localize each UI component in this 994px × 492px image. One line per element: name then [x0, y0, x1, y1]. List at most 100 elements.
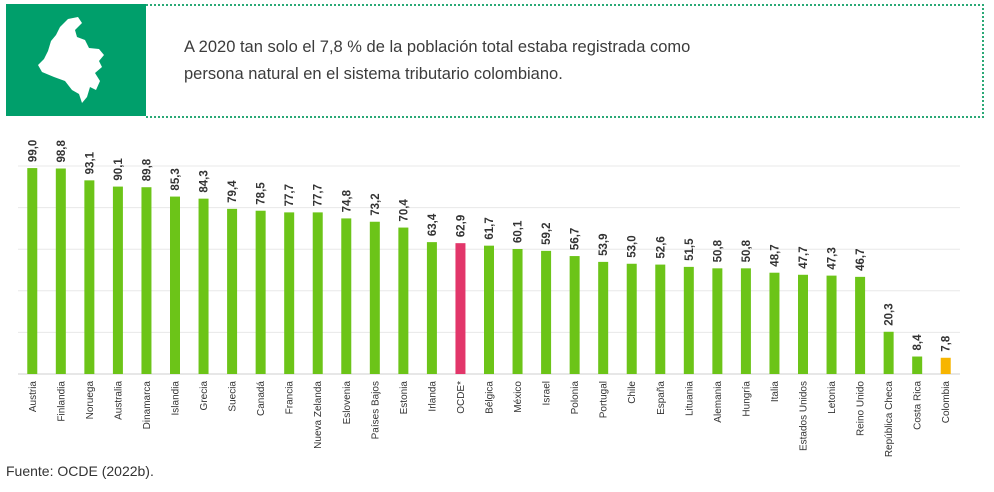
x-tick-label: Francia: [285, 381, 296, 415]
x-tick-label: Lituania: [684, 381, 695, 416]
bar: [198, 198, 209, 374]
x-tick-label: Irlanda: [427, 381, 438, 412]
bar: [484, 245, 494, 374]
x-tick-label: Bélgica: [485, 381, 496, 414]
x-tick-label: Estonia: [399, 381, 410, 415]
bar: [112, 186, 123, 374]
data-label: 61,7: [484, 217, 496, 239]
data-label: 59,2: [541, 222, 553, 244]
data-label: 51,5: [684, 238, 696, 261]
data-label: 47,7: [798, 246, 810, 268]
data-label: 78,5: [256, 182, 268, 205]
bar: [84, 180, 95, 374]
x-tick-label: España: [656, 381, 667, 415]
data-label: 73,2: [370, 193, 382, 215]
data-label: 47,3: [827, 247, 839, 269]
source-note: Fuente: OCDE (2022b).: [6, 463, 154, 479]
data-label: 50,8: [712, 239, 724, 262]
bar: [141, 187, 152, 374]
data-label: 48,7: [769, 244, 781, 266]
bar: [855, 276, 866, 374]
data-label: 89,8: [141, 158, 153, 181]
x-tick-label: Reino Unido: [856, 381, 867, 436]
data-label: 62,9: [455, 215, 467, 237]
x-tick-label: Países Bajos: [370, 381, 381, 439]
bar: [683, 266, 694, 374]
x-tick-label: Eslovenia: [342, 381, 353, 425]
x-tick-label: Dinamarca: [142, 381, 153, 430]
bar: [170, 196, 180, 374]
data-label: 50,8: [741, 239, 753, 262]
bar: [740, 268, 751, 374]
x-tick-label: Costa Rica: [913, 381, 924, 430]
bar: [655, 264, 666, 374]
data-label: 60,1: [513, 220, 525, 243]
bar: [712, 268, 723, 374]
header-statement: A 2020 tan solo el 7,8 % de la población…: [184, 38, 691, 83]
bar: [27, 168, 38, 374]
data-label: 53,9: [598, 233, 610, 255]
bar: [255, 210, 266, 374]
x-tick-label: México: [513, 381, 524, 413]
bar: [398, 227, 409, 374]
header-panel: A 2020 tan solo el 7,8 % de la población…: [6, 4, 984, 118]
bar: [912, 356, 923, 374]
header-icon-panel: [6, 4, 146, 116]
x-tick-label: Noruega: [85, 381, 96, 420]
data-label: 84,3: [199, 170, 211, 192]
x-tick-label: Alemania: [713, 381, 724, 423]
x-tick-label: República Checa: [884, 381, 895, 458]
bar: [312, 212, 323, 374]
data-label: 99,0: [27, 140, 39, 162]
bar: [826, 275, 837, 374]
x-tick-label: Grecia: [199, 381, 210, 411]
x-tick-label: Austria: [28, 381, 39, 413]
x-tick-label: Suecia: [228, 381, 239, 412]
x-tick-label: Estados Unidos: [799, 381, 810, 451]
bar: [769, 272, 780, 374]
bar: [455, 243, 466, 374]
data-label: 63,4: [427, 213, 439, 236]
x-tick-label: Hungría: [741, 381, 752, 417]
x-tick-label: Polonia: [570, 381, 581, 415]
bar: [883, 331, 894, 374]
x-tick-label: Portugal: [599, 381, 610, 418]
x-tick-label: Islandia: [171, 381, 182, 416]
x-tick-label: Israel: [542, 381, 553, 405]
x-tick-label: Canadá: [256, 381, 267, 416]
data-label: 52,6: [655, 236, 667, 258]
data-label: 20,3: [884, 303, 896, 325]
data-label: 90,1: [113, 158, 125, 181]
data-label: 77,7: [313, 184, 325, 206]
data-label: 98,8: [56, 140, 68, 163]
bar: [284, 212, 295, 374]
x-tick-label: Chile: [627, 381, 638, 404]
bar: [341, 218, 352, 374]
colombia-map-icon: [38, 17, 104, 103]
x-tick-label: OCDE*: [456, 381, 467, 414]
bar: [512, 248, 523, 374]
bar: [940, 357, 951, 374]
data-label: 7,8: [941, 335, 953, 352]
data-label: 70,4: [398, 199, 410, 222]
bar: [541, 250, 552, 374]
x-tick-label: Nueva Zelanda: [313, 381, 324, 449]
x-tick-label: Australia: [113, 381, 124, 420]
data-label: 93,1: [84, 151, 96, 174]
bar: [598, 261, 609, 374]
bar-chart: 99,0 Austria 98,8 Finlandia 93,1 Noruega 90,1 A…: [18, 140, 960, 458]
data-label: 79,4: [227, 180, 239, 203]
data-label: 77,7: [284, 184, 296, 206]
data-label: 74,8: [341, 189, 353, 212]
bar: [227, 208, 238, 374]
data-label: 8,4: [912, 334, 924, 351]
bar: [798, 274, 808, 374]
x-tick-label: Colombia: [941, 381, 952, 424]
bar: [55, 168, 66, 374]
data-label: 56,7: [570, 228, 582, 250]
data-label: 85,3: [170, 168, 182, 190]
x-tick-label: Letonia: [827, 381, 838, 414]
bar: [426, 242, 437, 374]
bar: [369, 221, 380, 374]
bar: [626, 263, 637, 374]
